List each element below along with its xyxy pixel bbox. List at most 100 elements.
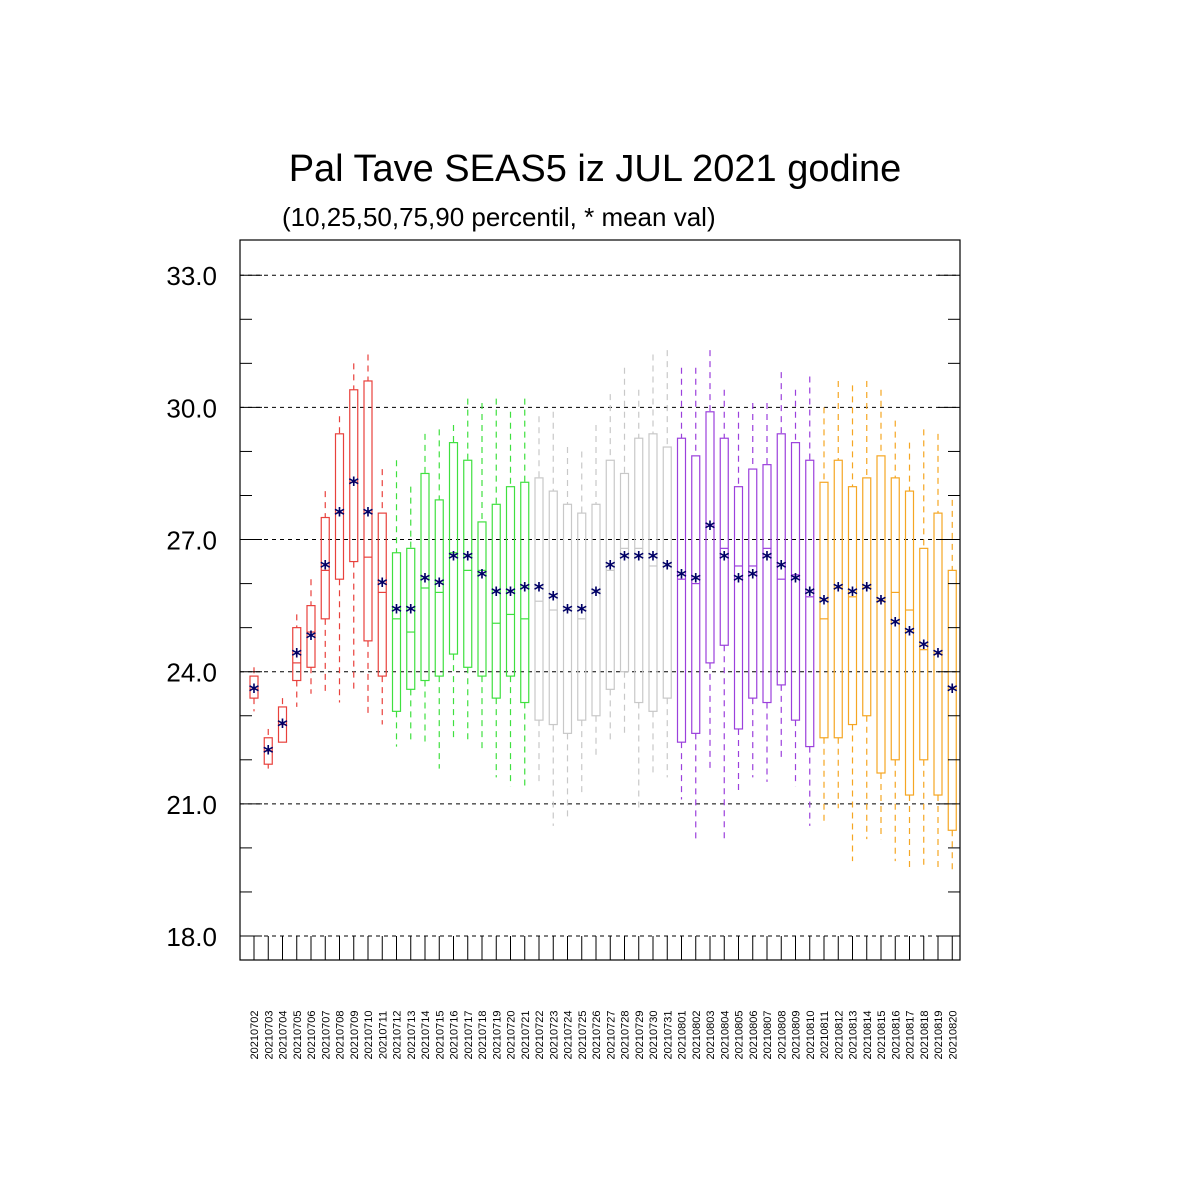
xtick-label: 20210729 <box>634 1011 646 1060</box>
iqr-box <box>862 477 872 717</box>
box-20210814 <box>862 380 872 840</box>
xtick-label: 20210805 <box>734 1011 746 1060</box>
box-20210801 <box>676 367 687 800</box>
iqr-box <box>534 477 544 721</box>
iqr-box <box>847 486 858 726</box>
chart-subtitle: (10,25,50,75,90 percentil, * mean val) <box>282 202 716 232</box>
xtick-label: 20210820 <box>947 1011 959 1060</box>
xtick-label: 20210715 <box>434 1011 446 1060</box>
iqr-box <box>505 486 516 677</box>
iqr-box <box>577 512 587 721</box>
xtick-label: 20210711 <box>377 1011 389 1059</box>
xtick-label: 20210804 <box>719 1011 731 1060</box>
ytick-label: 21.0 <box>166 790 217 820</box>
iqr-box <box>919 547 929 761</box>
box-20210805 <box>733 411 744 796</box>
xtick-label: 20210801 <box>677 1011 689 1060</box>
mean-marker: * <box>819 591 830 615</box>
xtick-label: 20210730 <box>648 1011 660 1060</box>
mean-marker: * <box>249 679 260 703</box>
box-20210804 <box>719 389 729 840</box>
box-20210808 <box>776 372 786 760</box>
box-20210813 <box>847 385 858 862</box>
xtick-label: 20210802 <box>691 1011 703 1060</box>
mean-marker: * <box>577 600 588 624</box>
box-20210720 <box>505 411 516 787</box>
mean-marker: * <box>719 547 730 571</box>
chart-title: Pal Tave SEAS5 iz JUL 2021 godine <box>288 148 902 190</box>
xtick-label: 20210731 <box>662 1011 674 1060</box>
xtick-label: 20210813 <box>848 1011 860 1060</box>
xtick-label: 20210727 <box>605 1011 617 1060</box>
mean-marker: * <box>548 587 559 611</box>
iqr-box <box>448 442 459 655</box>
xtick-label: 20210719 <box>491 1011 503 1060</box>
iqr-box <box>776 433 786 686</box>
box-20210710 <box>363 354 373 716</box>
iqr-box <box>691 455 701 734</box>
iqr-box <box>833 459 843 739</box>
mean-marker: * <box>277 715 288 739</box>
box-20210809 <box>790 389 801 787</box>
iqr-box <box>292 627 302 682</box>
box-20210803 <box>705 350 715 769</box>
box-20210819 <box>933 433 943 870</box>
box-20210716 <box>448 425 459 738</box>
mean-marker: * <box>406 600 417 624</box>
xtick-label: 20210723 <box>548 1011 560 1060</box>
mean-marker: * <box>862 578 873 602</box>
mean-marker: * <box>947 679 958 703</box>
xtick-label: 20210702 <box>249 1011 261 1060</box>
mean-marker: * <box>591 582 602 606</box>
iqr-box <box>320 516 330 620</box>
box-20210815 <box>876 389 886 840</box>
mean-marker: * <box>790 569 801 593</box>
mean-marker: * <box>634 547 645 571</box>
iqr-box <box>634 437 644 704</box>
xtick-label: 20210817 <box>905 1011 917 1060</box>
mean-marker: * <box>306 626 317 650</box>
iqr-box <box>548 490 558 726</box>
xtick-label: 20210812 <box>833 1011 845 1060</box>
mean-marker: * <box>391 600 402 624</box>
xtick-label: 20210718 <box>477 1011 489 1060</box>
box-20210807 <box>762 402 772 782</box>
iqr-box <box>420 472 430 682</box>
box-20210816 <box>890 420 900 862</box>
box-20210811 <box>819 407 829 822</box>
mean-marker: * <box>762 547 773 571</box>
mean-marker: * <box>505 582 516 606</box>
xtick-label: 20210714 <box>420 1011 432 1060</box>
box-20210715 <box>434 429 444 769</box>
axes <box>239 239 961 961</box>
mean-marker: * <box>334 503 345 527</box>
box-20210728 <box>619 367 630 734</box>
iqr-box <box>805 459 815 748</box>
mean-marker: * <box>847 582 858 606</box>
mean-marker: * <box>676 565 687 589</box>
mean-marker: * <box>263 741 274 765</box>
box-20210711 <box>377 469 387 725</box>
mean-marker: * <box>648 547 659 571</box>
iqr-box <box>719 437 729 646</box>
box-20210703 <box>263 728 273 769</box>
ytick-label: 33.0 <box>166 261 217 291</box>
mean-marker: * <box>776 556 787 580</box>
box-20210817 <box>904 442 915 870</box>
xtick-label: 20210703 <box>263 1011 275 1060</box>
mean-marker: * <box>363 503 374 527</box>
mean-marker: * <box>463 547 474 571</box>
box-20210727 <box>605 394 615 743</box>
xtick-label: 20210724 <box>563 1011 575 1060</box>
xtick-label: 20210809 <box>791 1011 803 1060</box>
iqr-box <box>491 503 501 699</box>
iqr-box <box>705 411 715 664</box>
mean-marker: * <box>705 516 716 540</box>
tick-labels: 18.0 21.0 24.0 27.0 30.0 33.0 20210702 20210703… <box>166 261 959 1059</box>
iqr-box <box>819 481 829 739</box>
iqr-box <box>876 455 886 774</box>
mean-marker: * <box>904 622 915 646</box>
box-20210717 <box>463 398 473 743</box>
iqr-box <box>733 486 744 730</box>
xtick-label: 20210705 <box>292 1011 304 1060</box>
